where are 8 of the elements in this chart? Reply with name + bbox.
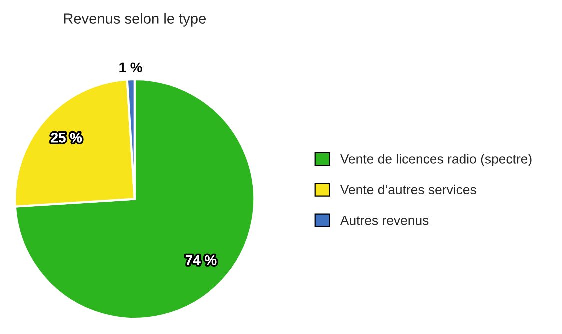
data-label: 74 % — [186, 255, 217, 266]
pie-slice — [14, 78, 256, 320]
legend-label: Autres revenus — [340, 216, 429, 226]
data-label: 25 % — [51, 132, 82, 143]
legend-label: Vente de licences radio (spectre) — [340, 154, 532, 166]
data-label: 1 % — [120, 62, 142, 72]
legend-label: Vente d’autres services — [340, 184, 476, 195]
chart-title: Revenus selon le type — [64, 13, 206, 27]
